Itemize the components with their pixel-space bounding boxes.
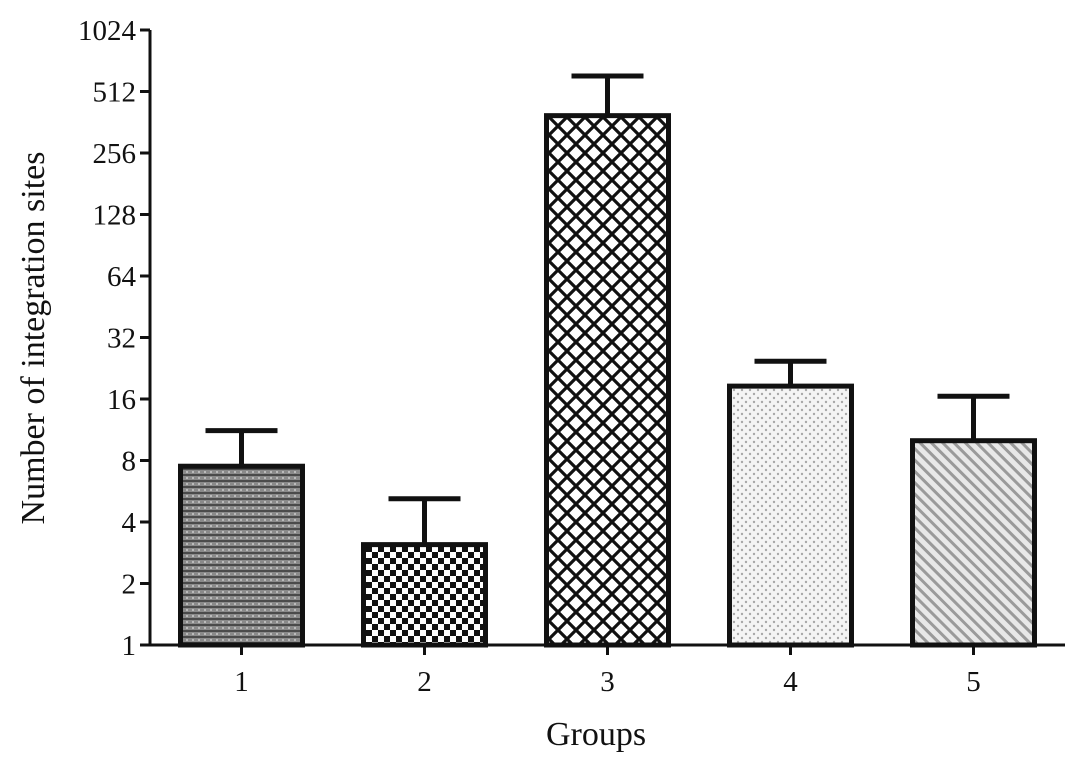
y-tick-label: 8 <box>122 446 137 478</box>
y-axis-title: Number of integration sites <box>15 152 52 525</box>
x-axis-ticks: 1 2 3 4 5 <box>234 645 981 698</box>
y-tick-label: 256 <box>93 138 137 170</box>
bar-group-4 <box>727 383 854 648</box>
y-tick-label: 512 <box>93 77 137 109</box>
x-tick-label: 2 <box>417 666 432 698</box>
y-tick-label: 32 <box>107 323 136 355</box>
x-tick-label: 5 <box>966 666 981 698</box>
x-tick-label: 3 <box>600 666 615 698</box>
error-bars <box>205 73 1010 545</box>
y-tick-label: 1024 <box>78 15 137 47</box>
x-axis-title: Groups <box>546 716 646 753</box>
y-tick-label: 128 <box>93 200 137 232</box>
bar-group-1 <box>178 463 305 648</box>
y-axis-ticks: 1 2 4 8 16 32 64 128 256 512 1024 <box>78 15 150 662</box>
y-tick-label: 64 <box>107 261 137 293</box>
x-tick-label: 1 <box>234 666 249 698</box>
y-tick-label: 2 <box>122 569 137 601</box>
bar-group-3 <box>544 113 671 648</box>
bars <box>178 113 1037 648</box>
x-tick-label: 4 <box>783 666 798 698</box>
bar-group-2 <box>361 542 488 648</box>
y-tick-label: 4 <box>122 507 137 539</box>
bar-group-5 <box>910 438 1037 648</box>
y-tick-label: 16 <box>107 384 136 416</box>
y-tick-label: 1 <box>122 630 137 662</box>
